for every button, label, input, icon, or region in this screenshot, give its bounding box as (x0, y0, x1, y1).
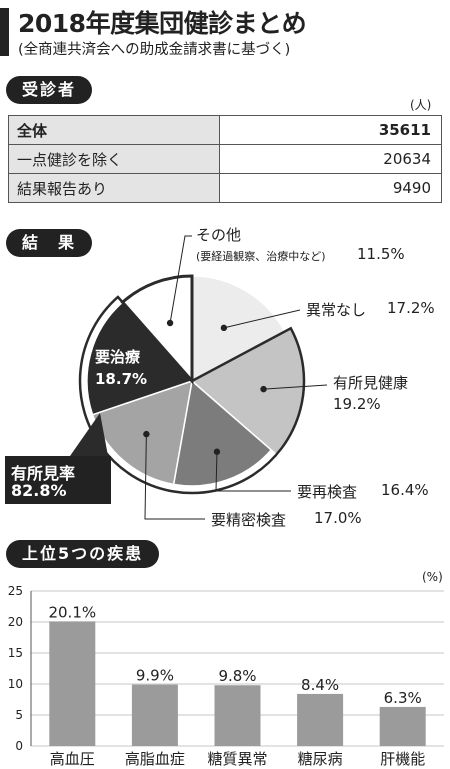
x-category-label: 糖質異常 (207, 750, 267, 768)
section-label-diseases: 上位5つの疾患 (6, 540, 160, 568)
y-tick-label: 0 (15, 739, 23, 753)
bar-value-label: 20.1% (48, 603, 96, 621)
x-category-label: 糖尿病 (298, 750, 343, 768)
bar (131, 684, 178, 746)
pie-value-detailed: 17.0% (314, 509, 362, 527)
pie-label-healthy: 有所見健康 (333, 374, 409, 392)
bar-value-label: 6.3% (384, 689, 422, 707)
section-label-results: 結 果 (6, 229, 93, 257)
pie-label-other: その他 (196, 226, 242, 244)
row-label: 結果報告あり (8, 173, 220, 203)
pie-label-treatment: 要治療 (95, 348, 141, 366)
row-value: 35611 (219, 115, 442, 145)
bar-value-label: 9.8% (218, 667, 256, 685)
bar (49, 621, 96, 746)
table-row: 結果報告あり 9490 (8, 173, 442, 203)
pie-slice-none (191, 275, 286, 383)
section-label-patients: 受診者 (6, 76, 93, 104)
diseases-unit: (%) (422, 570, 443, 584)
page-title: 2018年度集団健診まとめ (18, 9, 307, 38)
table-row: 全体 35611 (8, 115, 442, 145)
y-tick-label: 20 (8, 615, 23, 629)
pie-value-healthy: 19.2% (333, 395, 381, 413)
bar-value-label: 9.9% (136, 667, 174, 685)
pie-value-treatment: 18.7% (95, 370, 148, 388)
row-value: 9490 (219, 173, 442, 203)
x-category-label: 高脂血症 (125, 750, 185, 768)
pie-value-other: 11.5% (357, 245, 405, 263)
finding-rate-box: 有所見率 82.8% (5, 456, 111, 504)
x-category-label: 肝機能 (380, 750, 425, 768)
pie-slice-recheck (172, 379, 273, 487)
patients-unit: (人) (410, 98, 432, 112)
pie-leader-line-other (169, 235, 192, 324)
row-label: 全体 (8, 115, 220, 145)
pie-group-outline-findings (78, 295, 306, 495)
bar-value-label: 8.4% (301, 676, 339, 694)
x-category-label: 高血圧 (50, 750, 95, 768)
patients-table: 全体 35611 一点健診を除く 20634 結果報告あり 9490 (8, 115, 442, 203)
title-accent-bar (0, 8, 9, 56)
y-tick-label: 10 (8, 677, 23, 691)
bar-chart: 0 5 10 15 20 25 20.1% 高血圧 9.9% 高脂血症 9.8% 糖質異常 8.4% 糖尿… (8, 584, 444, 768)
bar (297, 693, 344, 746)
finding-rate-pointer (70, 413, 108, 456)
bar (379, 706, 426, 746)
pie-label-none: 異常なし (306, 301, 367, 319)
pie-label-detailed: 要精密検査 (211, 511, 287, 529)
pie-leader-line-none (223, 309, 301, 329)
y-tick-label: 25 (8, 584, 23, 598)
pie-leader-dot-healthy (260, 385, 267, 393)
pie-leader-line-recheck (215, 451, 291, 492)
pie-value-none: 17.2% (387, 299, 435, 317)
finding-rate-label: 有所見率 (11, 464, 76, 483)
pie-leader-line-detailed (144, 434, 205, 520)
pie-slice-outline-other (120, 274, 194, 385)
pie-label-recheck: 要再検査 (297, 483, 358, 501)
y-tick-label: 5 (15, 708, 23, 722)
pie-value-recheck: 16.4% (381, 481, 429, 499)
pie-slice-treatment (86, 301, 194, 416)
page-subtitle: (全商連共済会への助成金請求書に基づく) (18, 42, 291, 58)
pie-chart (70, 235, 328, 520)
pie-leader-line-healthy (263, 384, 328, 390)
finding-rate-value: 82.8% (11, 481, 67, 500)
row-value: 20634 (219, 144, 442, 174)
pie-sublabel-other: (要経過観察、治療中など) (196, 250, 326, 263)
y-tick-label: 15 (8, 646, 23, 660)
bar (214, 685, 261, 746)
